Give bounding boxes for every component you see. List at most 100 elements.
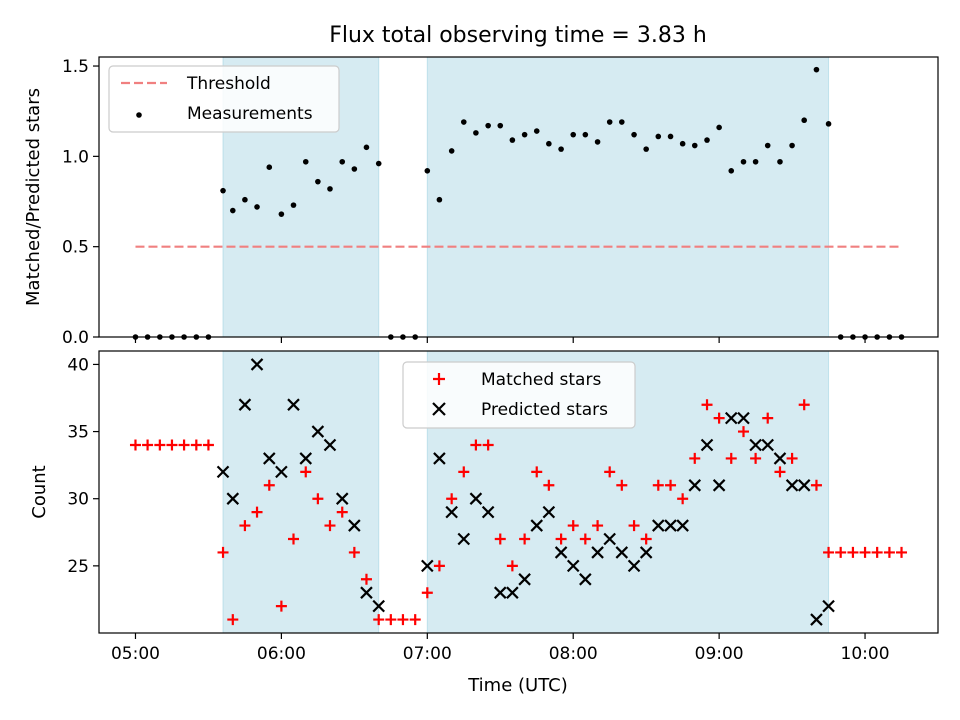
legend-label: Threshold xyxy=(186,74,271,94)
measurement-point xyxy=(509,137,516,143)
matched-star-point xyxy=(847,546,859,558)
predicted-star-point xyxy=(712,479,726,492)
matched-star-point xyxy=(275,600,287,612)
measurement-point xyxy=(521,131,528,138)
matched-star-point xyxy=(506,560,518,572)
matched-star-point xyxy=(567,520,579,532)
matched-star-point xyxy=(859,546,871,558)
measurement-point xyxy=(497,122,504,129)
predicted-star-point xyxy=(652,519,665,532)
legend-label: Measurements xyxy=(187,104,313,124)
bottom-legend: Matched stars Predicted stars xyxy=(402,361,636,429)
bottom-y-tick-label: 35 xyxy=(67,423,89,443)
measurement-point xyxy=(777,158,783,165)
predicted-star-point xyxy=(542,505,556,519)
measurement-point xyxy=(582,131,589,138)
measurement-point xyxy=(655,133,662,140)
measurement-point xyxy=(363,144,370,151)
measurement-point xyxy=(278,211,285,217)
predicted-star-point xyxy=(737,411,750,425)
predicted-star-point xyxy=(360,586,373,599)
top-y-tick-label: 1.5 xyxy=(62,57,89,77)
top-axes-frame xyxy=(98,56,939,338)
measurement-point xyxy=(740,158,747,165)
predicted-star-point xyxy=(700,438,714,452)
matched-star-point xyxy=(227,614,239,626)
bottom-y-tick-label: 30 xyxy=(67,490,89,510)
legend-label: Predicted stars xyxy=(481,400,608,420)
matched-star-point xyxy=(288,533,300,545)
measurement-point xyxy=(315,178,321,185)
bottom-axes-frame xyxy=(98,350,939,634)
measurement-point xyxy=(813,66,820,73)
predicted-star-point xyxy=(688,479,702,492)
measurement-point xyxy=(460,119,467,125)
measurement-point xyxy=(302,158,309,165)
matched-star-point xyxy=(312,493,324,505)
matched-star-point xyxy=(190,439,202,451)
matched-star-point xyxy=(251,506,263,518)
measurement-point xyxy=(728,168,735,174)
matched-star-point xyxy=(713,412,725,424)
measurement-point xyxy=(789,142,795,149)
matched-star-point xyxy=(421,587,433,599)
matched-star-point xyxy=(701,399,713,411)
x-axis-label: Time (UTC) xyxy=(467,675,568,696)
matched-star-point xyxy=(835,546,847,558)
matched-star-point xyxy=(604,466,616,478)
matched-star-point xyxy=(543,479,555,491)
matched-star-point xyxy=(592,520,604,532)
matched-star-point xyxy=(823,546,835,558)
measurement-point xyxy=(230,207,236,214)
predicted-star-point xyxy=(773,452,787,465)
matched-star-point xyxy=(725,452,737,464)
bottom-series-matched-stars xyxy=(129,399,908,626)
measurement-point xyxy=(339,158,346,165)
measurement-point xyxy=(266,164,273,170)
matched-star-point xyxy=(336,506,348,518)
predicted-star-point xyxy=(627,559,641,573)
predicted-star-point xyxy=(457,532,471,546)
matched-star-point xyxy=(217,546,229,558)
predicted-star-point xyxy=(749,438,762,452)
predicted-star-point xyxy=(216,465,230,479)
measurement-point xyxy=(375,160,382,167)
predicted-star-point xyxy=(554,546,568,559)
legend-matched-swatch xyxy=(433,373,445,385)
predicted-star-point xyxy=(579,573,592,586)
measurement-point xyxy=(704,137,710,143)
predicted-star-point xyxy=(676,519,689,532)
legend-predicted-swatch xyxy=(432,402,446,416)
bottom-y-tick-label: 25 xyxy=(67,557,89,577)
bottom-series-predicted-stars xyxy=(216,358,835,626)
matched-star-point xyxy=(665,479,677,491)
matched-star-point xyxy=(263,479,275,491)
matched-star-point xyxy=(883,546,895,558)
matched-star-point xyxy=(409,614,421,626)
matched-star-point xyxy=(737,426,749,438)
predicted-star-point xyxy=(664,519,677,532)
predicted-star-point xyxy=(493,586,507,599)
matched-star-point xyxy=(616,479,628,491)
top-y-axis-label: Matched/Predicted stars xyxy=(23,88,44,306)
measurement-point xyxy=(825,121,832,127)
measurement-point xyxy=(619,119,625,125)
predicted-star-point xyxy=(299,452,313,465)
predicted-star-point xyxy=(797,479,811,492)
top-plot: 0.0 0.5 1.0 1.5 Threshold Measurements xyxy=(62,56,939,348)
top-shaded-interval xyxy=(426,56,830,338)
legend-measurement-swatch xyxy=(136,112,142,118)
predicted-star-point xyxy=(335,492,349,505)
predicted-star-point xyxy=(372,599,385,613)
measurement-point xyxy=(594,139,601,145)
measurement-point xyxy=(424,168,431,174)
measurement-point xyxy=(327,186,333,192)
predicted-star-point xyxy=(566,559,580,573)
predicted-star-point xyxy=(822,599,835,613)
matched-star-point xyxy=(628,520,640,532)
predicted-star-point xyxy=(323,438,337,452)
matched-star-point xyxy=(166,439,178,451)
measurement-point xyxy=(220,187,226,194)
predicted-star-point xyxy=(785,479,799,492)
bottom-plot: 25 30 35 40 05:00 06:00 07:00 08:00 09:00 10:00 Ma… xyxy=(67,350,939,664)
